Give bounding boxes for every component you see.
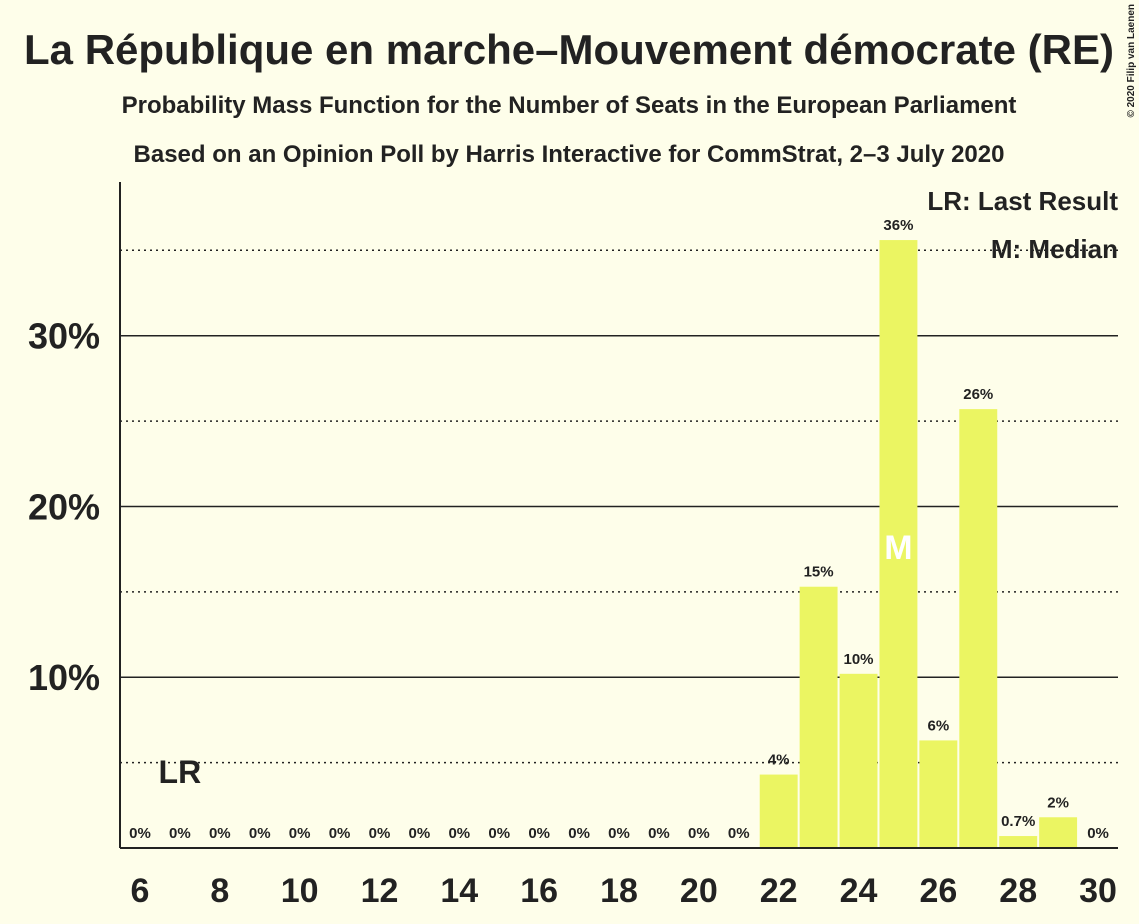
value-label: 0% [528, 825, 550, 842]
copyright: © 2020 Filip van Laenen [1126, 4, 1137, 118]
bar [759, 774, 798, 848]
value-label: 0% [409, 825, 431, 842]
bar [839, 673, 878, 848]
x-tick-label: 14 [440, 872, 478, 910]
legend-entry: M: Median [991, 234, 1118, 264]
x-tick-label: 20 [680, 872, 718, 910]
value-label: 15% [804, 564, 834, 581]
value-label: 0% [688, 825, 710, 842]
value-label: 0% [1087, 825, 1109, 842]
value-label: 6% [928, 717, 950, 734]
x-tick-label: 6 [130, 872, 149, 910]
y-tick-label: 20% [28, 486, 100, 527]
bar [919, 740, 958, 848]
x-tick-label: 10 [281, 872, 319, 910]
chart-title: La République en marche–Mouvement démocr… [24, 26, 1114, 73]
bar [999, 836, 1038, 848]
value-label: 0% [289, 825, 311, 842]
y-tick-label: 30% [28, 316, 100, 357]
y-tick-label: 10% [28, 657, 100, 698]
value-label: 10% [844, 651, 874, 668]
value-label: 4% [768, 752, 790, 769]
bar [879, 240, 918, 849]
chart-subtitle: Based on an Opinion Poll by Harris Inter… [134, 141, 1005, 168]
value-label: 0% [369, 825, 391, 842]
value-label: 36% [883, 217, 913, 234]
value-label: 0% [169, 825, 191, 842]
value-label: 26% [963, 386, 993, 403]
value-label: 0% [329, 825, 351, 842]
value-label: 0% [448, 825, 470, 842]
value-label: 0% [129, 825, 151, 842]
value-label: 0% [648, 825, 670, 842]
last-result-marker: LR [159, 754, 202, 790]
x-tick-label: 18 [600, 872, 638, 910]
value-label: 2% [1047, 794, 1069, 811]
bar [799, 586, 838, 848]
bar [1039, 817, 1078, 848]
value-label: 0% [249, 825, 271, 842]
value-label: 0% [209, 825, 231, 842]
x-tick-label: 24 [840, 872, 878, 910]
bar [959, 409, 998, 848]
x-tick-label: 8 [210, 872, 229, 910]
legend-entry: LR: Last Result [927, 186, 1118, 216]
x-tick-label: 30 [1079, 872, 1117, 910]
x-tick-label: 22 [760, 872, 798, 910]
value-label: 0% [568, 825, 590, 842]
x-tick-label: 26 [919, 872, 957, 910]
median-marker: M [884, 529, 912, 567]
x-tick-label: 16 [520, 872, 558, 910]
value-label: 0% [728, 825, 750, 842]
value-label: 0.7% [1001, 813, 1035, 830]
x-tick-label: 12 [361, 872, 399, 910]
chart-subtitle: Probability Mass Function for the Number… [122, 92, 1017, 119]
x-tick-label: 28 [999, 872, 1037, 910]
value-label: 0% [608, 825, 630, 842]
value-label: 0% [488, 825, 510, 842]
